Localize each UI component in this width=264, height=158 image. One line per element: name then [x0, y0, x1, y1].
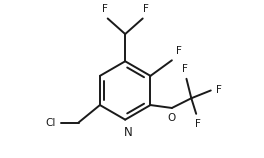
- Text: F: F: [176, 46, 182, 56]
- Text: N: N: [124, 126, 133, 140]
- Text: F: F: [182, 64, 187, 74]
- Text: F: F: [102, 4, 108, 14]
- Text: F: F: [143, 4, 149, 14]
- Text: O: O: [168, 113, 176, 123]
- Text: F: F: [195, 119, 201, 129]
- Text: F: F: [216, 85, 221, 95]
- Text: Cl: Cl: [46, 118, 56, 128]
